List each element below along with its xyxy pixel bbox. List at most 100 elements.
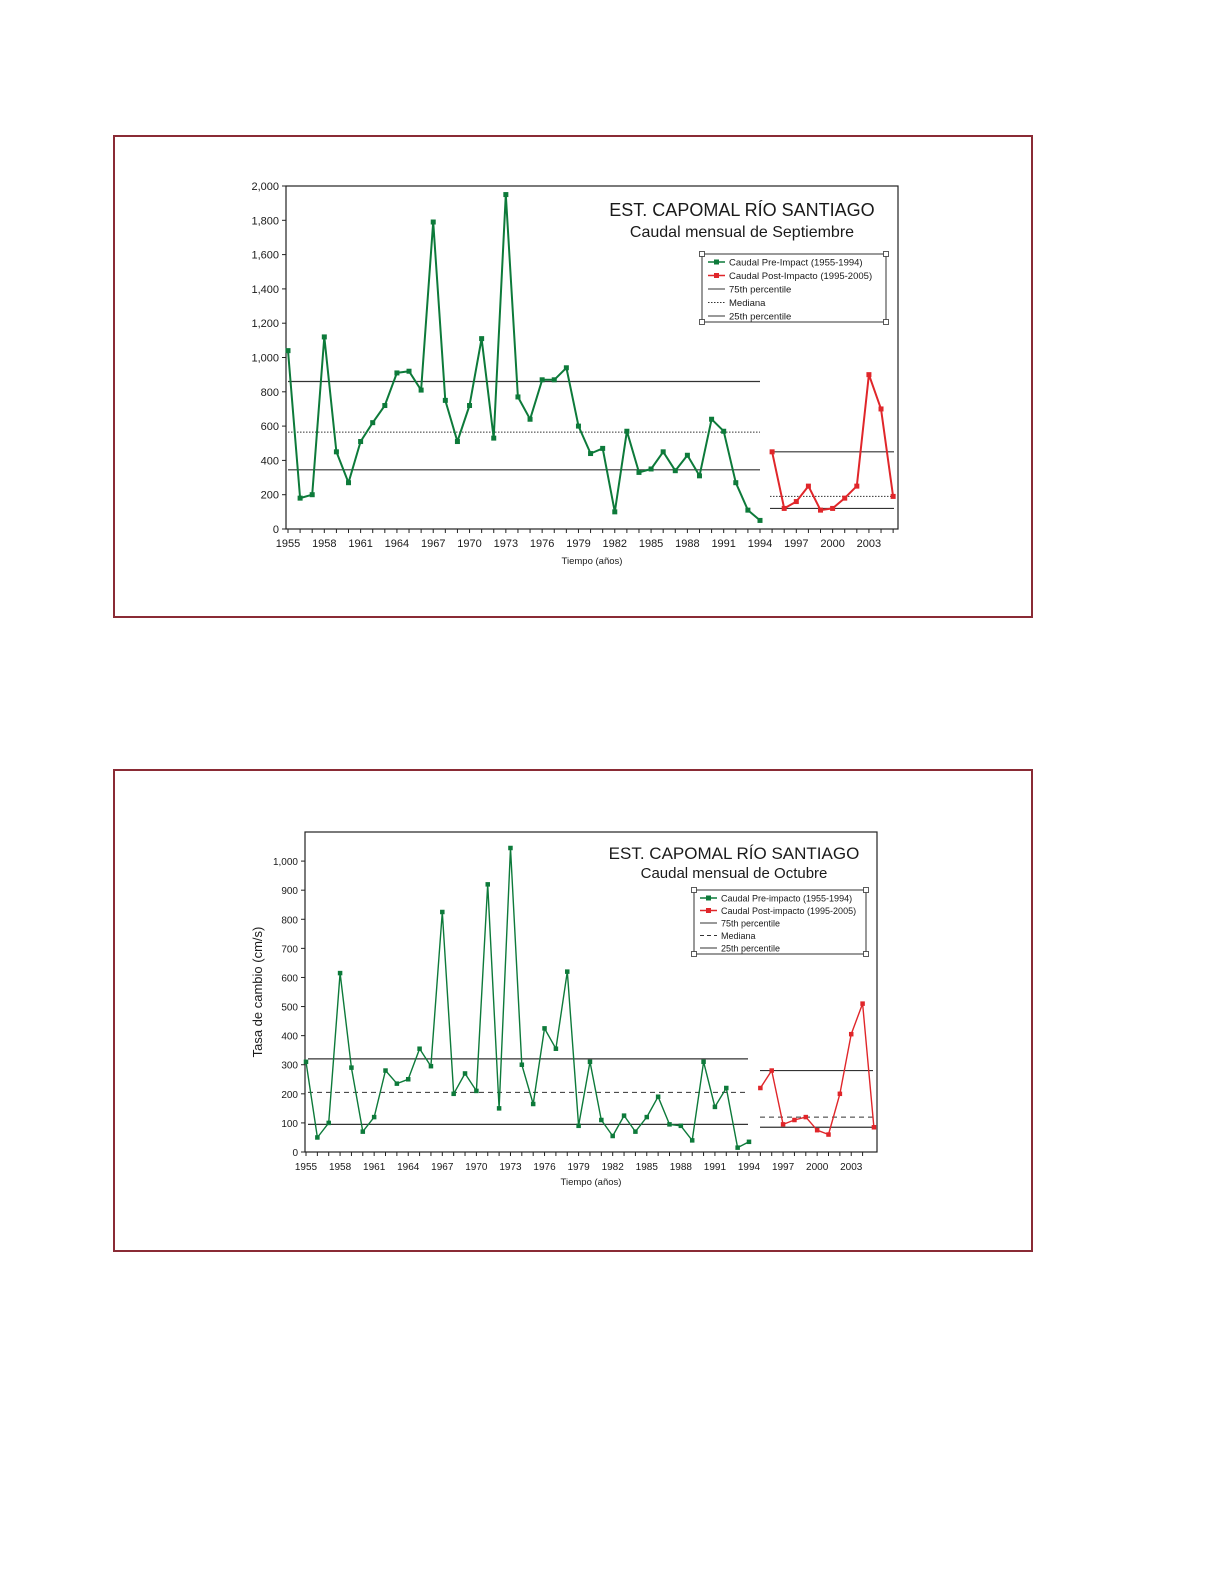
chart-title: EST. CAPOMAL RÍO SANTIAGO	[609, 844, 860, 863]
data-point	[735, 1145, 740, 1150]
chart-1-group: 0 200 400 600 800 1,000 1,200 1,400 1,600 1,800 2,…	[251, 181, 899, 567]
series-line-pre	[287, 193, 761, 522]
x-tick-label: 1979	[566, 538, 590, 550]
data-point	[721, 428, 727, 434]
data-point	[837, 1091, 843, 1097]
data-point	[297, 495, 303, 501]
legend-handle	[699, 251, 705, 257]
chart-title: EST. CAPOMAL RÍO SANTIAGO	[609, 200, 874, 220]
x-tick-label: 1970	[457, 538, 481, 550]
x-tick-label: 2000	[806, 1162, 829, 1173]
data-point	[333, 449, 339, 455]
data-point	[370, 420, 376, 426]
data-point	[383, 1068, 388, 1073]
data-point	[624, 428, 630, 434]
y-tick-label: 800	[261, 387, 279, 399]
data-point	[337, 970, 343, 976]
data-point	[724, 1085, 729, 1091]
x-tick-label: 1973	[494, 538, 518, 550]
x-tick-label: 1955	[295, 1162, 318, 1173]
data-point	[678, 1123, 684, 1129]
data-point	[758, 1085, 763, 1091]
data-point	[553, 1046, 559, 1051]
data-point	[530, 1101, 536, 1107]
data-point	[576, 1123, 581, 1129]
y-tick-label: 400	[281, 1032, 298, 1043]
legend-label: Caudal Pre-Impact (1955-1994)	[729, 258, 863, 269]
x-tick-label: 1982	[602, 1162, 625, 1173]
data-point	[667, 1122, 672, 1127]
data-point	[848, 1031, 854, 1037]
data-point	[485, 882, 490, 887]
data-point	[454, 439, 460, 445]
data-point	[479, 336, 485, 342]
data-point	[315, 1135, 320, 1140]
x-tick-label: 1982	[603, 538, 627, 550]
data-point	[684, 452, 690, 458]
series-line-post	[759, 1002, 875, 1136]
chart-2-group: 0 100 200 300 400 500 600 700 800 900 1,000 1955 195…	[250, 831, 878, 1188]
data-point	[382, 403, 388, 409]
y-tick-label: 500	[281, 1003, 298, 1014]
x-tick-label: 1961	[363, 1162, 386, 1173]
data-point	[830, 505, 836, 511]
x-tick-label: 1985	[639, 538, 663, 550]
data-point	[818, 507, 824, 513]
data-point	[515, 394, 521, 400]
x-axis-label: Tiempo (años)	[562, 556, 623, 567]
x-tick-label: 1997	[772, 1162, 795, 1173]
data-point	[519, 1062, 525, 1067]
data-point	[406, 368, 412, 374]
data-point	[440, 909, 445, 915]
y-axis-label: Tasa de cambio (cm/s)	[250, 927, 265, 1058]
data-point	[878, 406, 884, 412]
x-tick-label: 1988	[670, 1162, 693, 1173]
data-point	[842, 495, 848, 501]
series-line-post	[771, 373, 895, 512]
legend-swatch-marker	[714, 273, 719, 278]
y-tick-label: 1,400	[251, 284, 279, 296]
x-tick-label: 1967	[421, 538, 445, 550]
data-point	[565, 969, 570, 974]
data-point	[360, 1129, 366, 1134]
legend-handle	[883, 319, 889, 325]
legend-handle	[691, 951, 697, 957]
data-point	[826, 1132, 831, 1137]
y-tick-label: 0	[292, 1148, 298, 1159]
data-point	[321, 334, 327, 340]
data-point	[871, 1125, 877, 1130]
data-point	[689, 1138, 695, 1143]
x-tick-label: 1967	[431, 1162, 454, 1173]
y-tick-label: 1,200	[251, 318, 279, 330]
data-point	[508, 845, 513, 851]
x-tick-label: 1994	[748, 538, 772, 550]
y-tick-label: 1,000	[273, 857, 298, 868]
data-point	[781, 505, 787, 511]
data-point	[405, 1077, 411, 1082]
x-tick-label: 1988	[675, 538, 699, 550]
data-point	[712, 1104, 718, 1110]
legend-handle	[691, 887, 697, 893]
chart-subtitle: Caudal mensual de Octubre	[641, 865, 828, 882]
data-point	[648, 466, 654, 472]
data-point	[527, 416, 533, 422]
x-tick-label: 1976	[530, 538, 554, 550]
plot-area	[304, 831, 878, 1153]
data-point	[803, 1114, 809, 1120]
data-point	[890, 493, 896, 499]
series-line-pre	[305, 847, 750, 1149]
data-point	[636, 469, 642, 475]
y-tick-label: 700	[281, 944, 298, 955]
data-point	[491, 435, 497, 441]
data-point	[633, 1129, 638, 1134]
x-tick-label: 1958	[312, 538, 336, 550]
legend-box	[693, 889, 867, 955]
y-tick-label: 200	[261, 490, 279, 502]
data-point	[660, 449, 666, 455]
data-point	[551, 377, 557, 383]
y-tick-label: 1,800	[251, 215, 279, 227]
x-tick-label: 1958	[329, 1162, 352, 1173]
x-tick-label: 1985	[636, 1162, 659, 1173]
data-point	[805, 483, 811, 489]
y-tick-label: 600	[281, 973, 298, 984]
